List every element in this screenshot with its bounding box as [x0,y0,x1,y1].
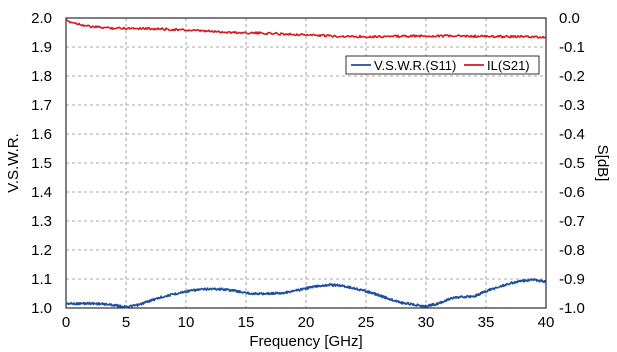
y-left-tick-label: 1.6 [31,126,52,143]
legend: V.S.W.R.(S11) IL(S21) [345,55,540,75]
y-right-tick-label: -0.3 [559,97,585,114]
y-right-tick-label: -0.6 [559,184,585,201]
series-layer [65,19,547,309]
y-right-axis-title: S[dB] [594,145,611,182]
y-right-tick-label: -0.8 [559,242,585,259]
x-tick-label: 5 [122,314,130,331]
tick-labels: 0 5 10 15 20 25 30 35 40 1.0 1.1 1.2 1.3 1.4 1.5 1.6 1.7… [31,10,585,331]
y-right-tick-label: -0.7 [559,213,585,230]
y-right-tick-label: -0.4 [559,126,585,143]
y-left-tick-label: 1.2 [31,242,52,259]
x-tick-label: 35 [478,314,495,331]
y-left-tick-label: 1.5 [31,155,52,172]
legend-label-vswr: V.S.W.R.(S11) [374,58,456,73]
y-left-tick-label: 1.1 [31,271,52,288]
x-tick-label: 20 [298,314,315,331]
x-tick-label: 30 [418,314,435,331]
y-right-tick-label: -0.2 [559,68,585,85]
y-right-tick-label: -1.0 [559,300,585,317]
y-left-tick-label: 1.0 [31,300,52,317]
legend-box [345,55,540,75]
series-line-vswr [65,277,547,309]
y-left-tick-label: 1.3 [31,213,52,230]
x-tick-label: 25 [358,314,375,331]
y-right-tick-label: 0.0 [559,10,580,27]
y-left-tick-label: 1.9 [31,39,52,56]
legend-label-il: IL(S21) [487,58,530,73]
x-tick-label: 10 [178,314,195,331]
x-tick-label: 40 [538,314,555,331]
y-left-tick-label: 1.8 [31,68,52,85]
y-right-tick-label: -0.5 [559,155,585,172]
x-axis-title: Frequency [GHz] [249,333,362,350]
y-left-tick-label: 2.0 [31,10,52,27]
y-left-tick-label: 1.7 [31,97,52,114]
x-tick-label: 15 [238,314,255,331]
y-right-tick-label: -0.1 [559,39,585,56]
y-left-axis-title: V.S.W.R. [5,133,22,192]
y-left-tick-label: 1.4 [31,184,52,201]
series-line-il [65,19,547,39]
y-right-tick-label: -0.9 [559,271,585,288]
x-tick-label: 0 [62,314,70,331]
plot-area-frame [65,17,547,309]
